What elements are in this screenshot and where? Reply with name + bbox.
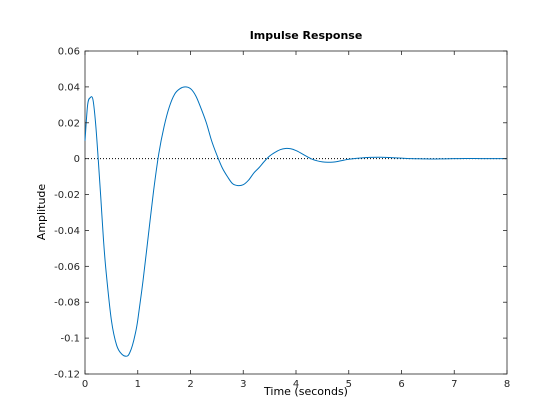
y-tick-label: -0.02 [54, 190, 80, 201]
y-tick-label: 0 [74, 154, 80, 165]
x-tick-label: 0 [82, 379, 88, 390]
x-tick-label: 1 [135, 379, 141, 390]
y-axis-label: Amplitude [35, 184, 48, 241]
x-tick-label: 8 [504, 379, 510, 390]
y-tick-label: 0.04 [58, 82, 80, 93]
x-tick-label: 3 [240, 379, 246, 390]
plot-area [84, 50, 508, 375]
x-tick-label: 5 [346, 379, 352, 390]
x-tick-label: 4 [293, 379, 299, 390]
impulse-response-series-line [84, 86, 507, 357]
chart-title: Impulse Response [250, 29, 363, 42]
x-tick-label: 6 [398, 379, 404, 390]
x-tick-label: 2 [187, 379, 193, 390]
y-tick-label: -0.08 [54, 298, 80, 309]
y-tick-label: -0.06 [54, 262, 80, 273]
series-group [84, 86, 507, 357]
y-tick-label: -0.12 [54, 370, 80, 381]
x-axis-label: Time (seconds) [263, 385, 348, 398]
ticks-group: 0 1 2 3 4 5 6 7 8 -0.12 -0.1 -0.08 -0.06 -0.04 -0.02 0 0… [54, 47, 510, 391]
x-tick-label: 7 [451, 379, 457, 390]
y-tick-label: -0.1 [60, 334, 80, 345]
y-tick-label: -0.04 [54, 226, 80, 237]
y-tick-label: 0.02 [58, 118, 80, 129]
y-tick-label: 0.06 [58, 47, 80, 58]
